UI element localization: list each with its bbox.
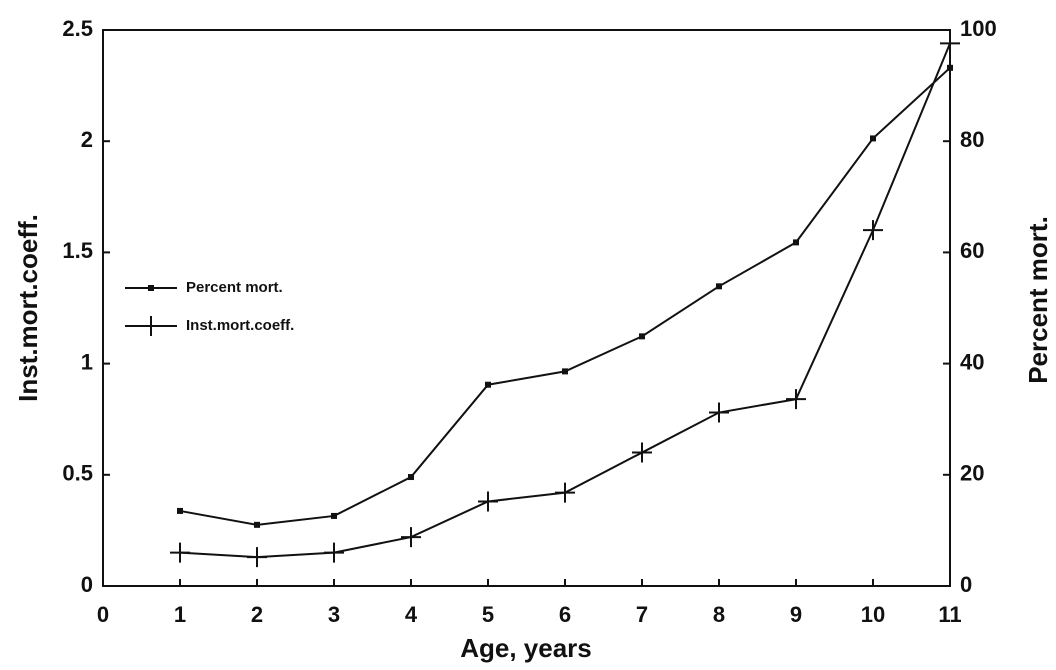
marker-square [408, 474, 414, 481]
y2-axis-label: Percent mort. [1023, 216, 1053, 384]
x-tick-label: 0 [97, 602, 109, 627]
x-tick-label: 6 [559, 602, 571, 627]
legend-label: Inst.mort.coeff. [186, 317, 294, 334]
y-tick-label: 1 [81, 349, 93, 374]
y2-tick-label: 0 [960, 572, 972, 597]
marker-square [331, 512, 337, 519]
x-tick-label: 1 [174, 602, 186, 627]
marker-plus [709, 402, 729, 423]
y2-tick-label: 20 [960, 461, 984, 486]
marker-plus [863, 220, 883, 241]
y-tick-label: 0 [81, 572, 93, 597]
series-line [179, 67, 951, 526]
marker-square [562, 368, 568, 375]
x-tick-label: 8 [713, 602, 725, 627]
plot-frame [102, 29, 951, 587]
marker-square [148, 285, 154, 291]
x-tick-label: 2 [251, 602, 263, 627]
marker-plus [170, 542, 190, 563]
x-tick-label: 4 [405, 602, 418, 627]
y2-tick-label: 40 [960, 349, 984, 374]
y-tick-label: 2 [81, 127, 93, 152]
x-tick-label: 5 [482, 602, 494, 627]
marker-plus [786, 389, 806, 410]
marker-plus [141, 316, 161, 336]
x-tick-label: 9 [790, 602, 802, 627]
y-tick-label: 0.5 [62, 461, 93, 486]
y-axis-label: Inst.mort.coeff. [13, 214, 43, 402]
marker-square [639, 333, 645, 340]
marker-square [870, 135, 876, 142]
x-tick-label: 11 [938, 602, 961, 627]
marker-plus [324, 542, 344, 563]
y-tick-label: 2.5 [62, 16, 93, 41]
marker-plus [401, 527, 421, 548]
marker-square [254, 521, 260, 528]
marker-square [177, 507, 183, 514]
y-tick-label: 1.5 [62, 238, 93, 263]
marker-plus [247, 547, 267, 568]
marker-square [947, 64, 953, 71]
marker-plus [555, 482, 575, 503]
y2-tick-label: 80 [960, 127, 984, 152]
marker-plus [940, 33, 960, 54]
marker-square [716, 283, 722, 290]
x-tick-label: 10 [861, 602, 885, 627]
legend-label: Percent mort. [186, 279, 283, 296]
marker-plus [478, 491, 498, 512]
y2-tick-label: 60 [960, 238, 984, 263]
x-tick-label: 3 [328, 602, 340, 627]
y2-tick-label: 100 [960, 16, 997, 41]
x-tick-label: 7 [636, 602, 648, 627]
marker-square [485, 381, 491, 388]
series-line [179, 42, 951, 559]
x-axis-label: Age, years [460, 633, 592, 663]
marker-plus [632, 442, 652, 463]
marker-square [793, 239, 799, 246]
